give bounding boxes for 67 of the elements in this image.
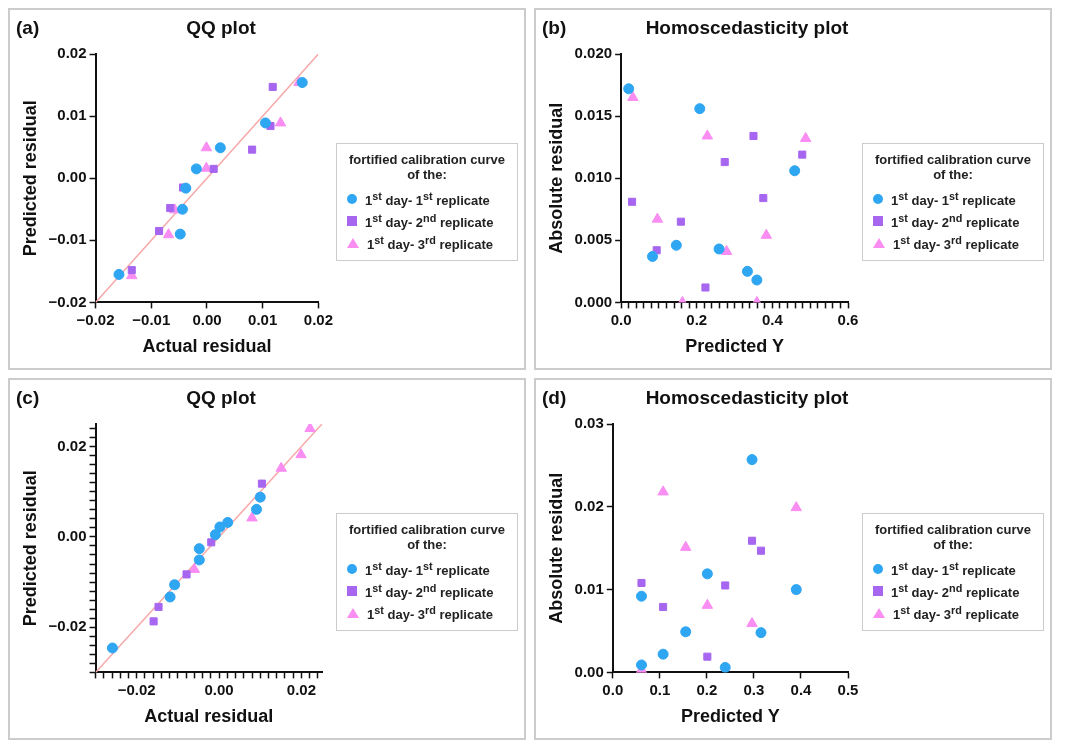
text: (d)	[542, 387, 567, 408]
legend-label: 1$^{st}$ day- 2$^{nd}$ replicate	[891, 211, 1020, 231]
x-tick-label: 0.00	[192, 310, 222, 328]
legend-label: 1$^{st}$ day- 2$^{nd}$ replicate	[891, 581, 1020, 601]
y-tick-label: 0.000	[574, 292, 613, 310]
text: (a)	[16, 17, 40, 38]
x-tick-label: 0.02	[303, 310, 333, 328]
legend-title: fortified calibration curve of the:	[873, 151, 1032, 182]
x-tick-label: 0.2	[696, 680, 718, 698]
y-tick-label: −0.02	[48, 292, 87, 310]
legend-label: 1$^{st}$ day- 2$^{nd}$ replicate	[365, 211, 494, 231]
legend-label: 1$^{st}$ day- 3$^{rd}$ replicate	[367, 234, 493, 253]
y-tick-label: 0.005	[574, 230, 613, 248]
chart-title: QQ plot	[185, 17, 257, 39]
y-tick-label: 0.00	[574, 662, 604, 680]
x-axis-title: Predicted Y	[685, 336, 784, 357]
x-tick-label: 0.00	[204, 680, 234, 698]
y-tick-label: 0.00	[57, 168, 87, 186]
legend-label: 1$^{st}$ day- 1$^{st}$ replicate	[891, 559, 1016, 578]
chart-title: Homoscedasticity plot	[644, 387, 850, 409]
x-axis-title: Actual residual	[142, 336, 272, 357]
y-tick-label: −0.01	[48, 230, 87, 248]
legend-label: 1$^{st}$ day- 1$^{st}$ replicate	[891, 189, 1016, 208]
legend-label: 1$^{st}$ day- 3$^{rd}$ replicate	[893, 234, 1019, 253]
legend-label: 1$^{st}$ day- 1$^{st}$ replicate	[365, 559, 490, 578]
x-tick-label: 0.02	[286, 680, 317, 698]
y-tick-label: 0.00	[57, 527, 87, 545]
chart-title: Homoscedasticity plot	[644, 17, 850, 39]
x-tick-label: 0.01	[248, 310, 278, 328]
legend-title: fortified calibration curve of the:	[347, 521, 506, 552]
x-axis-title: Actual residual	[144, 706, 274, 727]
x-tick-label: 0.4	[790, 680, 813, 698]
x-tick-label: 0.0	[610, 310, 632, 328]
x-tick-label: 0.3	[743, 680, 765, 698]
x-tick-label: 0.5	[837, 680, 859, 698]
text: (b)	[542, 17, 567, 38]
y-tick-label: 0.015	[574, 106, 613, 124]
y-tick-label: 0.01	[574, 579, 604, 597]
y-tick-label: 0.02	[57, 436, 87, 454]
y-tick-label: 0.010	[574, 168, 613, 186]
x-tick-label: 0.4	[761, 310, 784, 328]
x-tick-label: −0.02	[117, 680, 156, 698]
x-tick-label: −0.02	[76, 310, 115, 328]
legend-title: fortified calibration curve of the:	[347, 151, 506, 182]
x-axis-title: Predicted Y	[681, 706, 780, 727]
y-axis-title: Predicted residual	[19, 470, 40, 627]
y-tick-label: 0.02	[574, 496, 604, 514]
x-tick-label: 0.0	[602, 680, 624, 698]
y-axis-title: Absolute residual	[545, 472, 566, 624]
y-tick-label: 0.020	[574, 44, 613, 62]
x-tick-label: 0.1	[649, 680, 671, 698]
y-tick-label: 0.02	[57, 44, 87, 62]
legend-label: 1$^{st}$ day- 3$^{rd}$ replicate	[893, 604, 1019, 623]
x-tick-label: 0.2	[686, 310, 708, 328]
chart-title: QQ plot	[185, 387, 257, 409]
legend-label: 1$^{st}$ day- 3$^{rd}$ replicate	[367, 604, 493, 623]
text: (c)	[16, 387, 40, 408]
y-tick-label: 0.01	[57, 106, 87, 124]
legend-label: 1$^{st}$ day- 2$^{nd}$ replicate	[365, 581, 494, 601]
y-axis-title: Absolute residual	[545, 102, 566, 254]
x-tick-label: −0.01	[132, 310, 171, 328]
legend-title: fortified calibration curve of the:	[873, 521, 1032, 552]
legend-label: 1$^{st}$ day- 1$^{st}$ replicate	[365, 189, 490, 208]
y-tick-label: 0.03	[574, 414, 604, 432]
y-tick-label: −0.02	[48, 617, 87, 635]
x-tick-label: 0.6	[837, 310, 859, 328]
y-axis-title: Predicted residual	[19, 100, 40, 257]
